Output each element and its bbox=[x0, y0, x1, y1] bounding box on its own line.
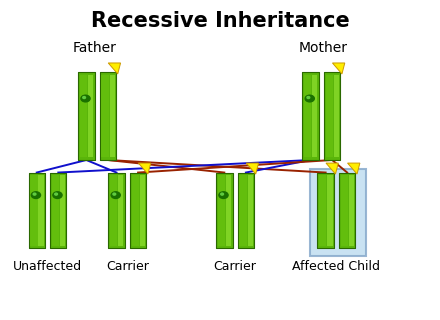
Bar bbox=[88, 75, 93, 157]
Text: Affected Child: Affected Child bbox=[293, 260, 381, 273]
Circle shape bbox=[53, 192, 62, 198]
Bar bbox=[110, 75, 115, 157]
Circle shape bbox=[31, 192, 40, 198]
Bar bbox=[50, 172, 66, 248]
Text: Mother: Mother bbox=[299, 41, 348, 55]
Text: Father: Father bbox=[73, 41, 117, 55]
Bar bbox=[326, 75, 333, 157]
Bar bbox=[218, 175, 225, 245]
Bar bbox=[327, 175, 333, 245]
Polygon shape bbox=[246, 163, 259, 174]
Bar bbox=[110, 175, 117, 245]
Bar bbox=[319, 175, 326, 245]
Bar bbox=[108, 172, 125, 248]
Bar bbox=[334, 75, 339, 157]
Bar bbox=[226, 175, 231, 245]
Bar bbox=[310, 169, 366, 256]
Bar bbox=[248, 175, 253, 245]
Text: Unaffected: Unaffected bbox=[13, 260, 82, 273]
Bar bbox=[339, 172, 356, 248]
Bar bbox=[324, 72, 340, 160]
Circle shape bbox=[83, 97, 85, 99]
Bar bbox=[80, 75, 87, 157]
Bar bbox=[38, 175, 44, 245]
Circle shape bbox=[81, 95, 90, 102]
Bar bbox=[60, 175, 65, 245]
Bar bbox=[349, 175, 354, 245]
Circle shape bbox=[221, 193, 224, 195]
Bar bbox=[304, 75, 312, 157]
Bar bbox=[132, 175, 139, 245]
Bar bbox=[317, 172, 334, 248]
Bar bbox=[30, 175, 37, 245]
Bar bbox=[118, 175, 123, 245]
Bar bbox=[216, 172, 232, 248]
Text: Carrier: Carrier bbox=[106, 260, 149, 273]
Circle shape bbox=[111, 192, 120, 198]
Polygon shape bbox=[326, 163, 338, 174]
Bar bbox=[100, 72, 116, 160]
Bar bbox=[130, 172, 146, 248]
Bar bbox=[239, 175, 247, 245]
Bar bbox=[52, 175, 59, 245]
Polygon shape bbox=[139, 163, 151, 174]
Bar bbox=[78, 72, 95, 160]
Polygon shape bbox=[108, 63, 121, 74]
Polygon shape bbox=[348, 163, 360, 174]
Bar bbox=[140, 175, 145, 245]
Circle shape bbox=[307, 97, 310, 99]
Circle shape bbox=[219, 192, 228, 198]
Bar bbox=[302, 72, 319, 160]
Circle shape bbox=[305, 95, 314, 102]
Text: Carrier: Carrier bbox=[214, 260, 257, 273]
Bar bbox=[341, 175, 348, 245]
Circle shape bbox=[33, 193, 36, 195]
Bar bbox=[312, 75, 317, 157]
Bar bbox=[101, 75, 109, 157]
Polygon shape bbox=[333, 63, 345, 74]
Text: Recessive Inheritance: Recessive Inheritance bbox=[91, 11, 349, 31]
Circle shape bbox=[113, 193, 116, 195]
Bar bbox=[29, 172, 45, 248]
Bar bbox=[238, 172, 254, 248]
Circle shape bbox=[55, 193, 58, 195]
